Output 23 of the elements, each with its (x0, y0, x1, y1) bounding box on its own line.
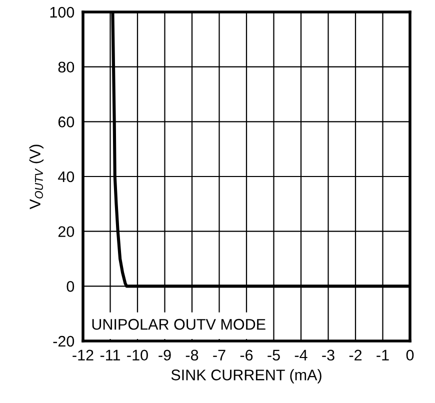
y-axis-title: V$_{OUTV}$ (V) (29, 144, 44, 210)
x-tick-label: -3 (322, 350, 334, 361)
x-tick-label: -7 (213, 350, 226, 360)
x-tick-label: -10 (127, 350, 148, 361)
x-tick-label: -11 (100, 350, 120, 360)
y-tick-label: 20 (58, 226, 74, 238)
x-tick-label: -6 (240, 350, 253, 361)
y-tick-label: 100 (50, 6, 74, 18)
x-tick-label: -8 (186, 350, 198, 361)
x-tick-label: -4 (294, 350, 308, 360)
y-tick-label: 80 (58, 62, 74, 73)
y-tick-label: 60 (58, 116, 74, 128)
x-tick-label: -5 (268, 350, 280, 361)
y-tick-label: 40 (58, 171, 74, 182)
annotation: UNIPOLAR OUTV MODE (92, 318, 266, 330)
x-tick-label: -9 (158, 350, 171, 361)
x-tick-label: -12 (72, 350, 94, 360)
y-tick-label: 0 (66, 281, 74, 292)
y-tick-label: -20 (53, 336, 74, 347)
x-tick-label: -2 (349, 350, 362, 360)
x-tick-label: -1 (376, 350, 389, 360)
x-axis-title: SINK CURRENT (mA) (171, 369, 322, 384)
x-tick-label: 0 (406, 350, 414, 361)
